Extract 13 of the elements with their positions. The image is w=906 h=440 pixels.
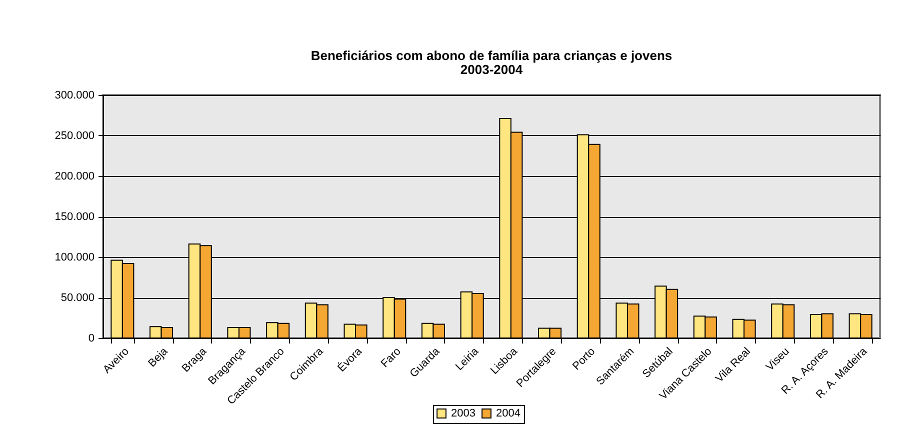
chart-title: Beneficiários com abono de família para crianças e jovens: [310, 48, 672, 63]
x-tick-label: Faro: [378, 346, 404, 370]
y-tick-label: 150.000: [54, 211, 94, 223]
y-tick-label: 0: [88, 332, 94, 344]
legend-label: 2004: [496, 408, 520, 420]
y-tick-label: 200.000: [54, 170, 94, 182]
x-tick-label: Beja: [146, 344, 171, 370]
y-tick-label: 250.000: [54, 130, 94, 142]
y-tick-label: 100.000: [54, 252, 94, 264]
y-tick-label: 50.000: [60, 292, 94, 304]
chart-subtitle: 2003-2004: [460, 62, 524, 77]
y-tick-label: 300.000: [54, 90, 94, 102]
legend-label: 2003: [451, 408, 476, 420]
